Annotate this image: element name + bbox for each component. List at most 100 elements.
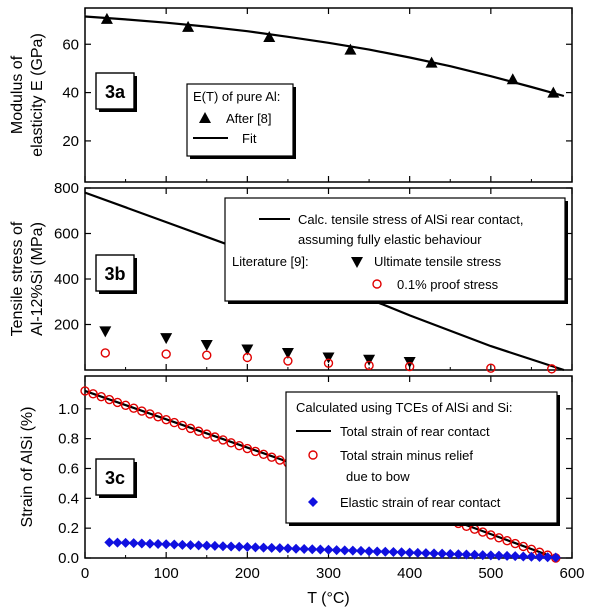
- data-point: [404, 361, 415, 372]
- data-point: [100, 348, 110, 358]
- panel-label: 3c: [105, 468, 125, 488]
- data-point: [242, 542, 253, 553]
- x-tick-label: 600: [559, 565, 584, 582]
- data-point: [161, 349, 171, 359]
- panel-label-box: [95, 72, 135, 110]
- x-tick-label: 0: [81, 565, 89, 582]
- data-point: [250, 446, 261, 457]
- data-point: [283, 356, 293, 366]
- data-point: [372, 546, 383, 557]
- data-point: [96, 391, 106, 402]
- data-point: [153, 412, 163, 422]
- data-point: [161, 415, 171, 425]
- data-point: [291, 543, 302, 554]
- data-point: [281, 347, 294, 359]
- data-point: [104, 394, 115, 405]
- data-point: [234, 541, 245, 552]
- x-axis-title: T (°C): [307, 590, 350, 607]
- legend-marker-circle: [308, 450, 318, 460]
- data-point: [128, 538, 139, 549]
- data-point: [217, 541, 228, 552]
- data-point: [182, 20, 195, 32]
- y-tick-label: 0.2: [58, 520, 79, 537]
- data-point: [274, 543, 285, 554]
- y-axis-title: Modulus of: [9, 55, 26, 134]
- data-point: [160, 333, 173, 345]
- data-point: [258, 542, 269, 553]
- panel-label-box: [95, 254, 135, 292]
- data-point: [518, 551, 529, 562]
- data-point: [322, 352, 335, 364]
- data-point: [185, 423, 196, 434]
- y-tick-label: 400: [54, 271, 79, 288]
- legend-label: Total strain minus relief: [340, 448, 473, 463]
- data-point: [547, 364, 557, 374]
- x-tick-label: 500: [478, 565, 503, 582]
- panel-3a: 20 40 60 Modulus of elasticity E (GPa) 3a E(T)…: [9, 7, 573, 183]
- data-point: [177, 420, 188, 431]
- legend-label: Literature [9]:: [232, 254, 309, 269]
- legend-marker-triangle-up: [199, 112, 211, 123]
- data-point: [99, 326, 112, 338]
- legend-label: Ultimate tensile stress: [374, 254, 502, 269]
- data-point: [210, 432, 220, 442]
- data-point: [364, 546, 375, 557]
- data-point: [323, 544, 334, 555]
- data-point: [404, 547, 415, 558]
- y-tick-label: 0.4: [58, 490, 79, 507]
- data-point: [112, 397, 123, 408]
- data-point: [185, 540, 196, 551]
- data-point: [307, 544, 318, 555]
- legend-marker-circle: [372, 279, 382, 289]
- data-point: [429, 548, 440, 559]
- data-point: [510, 551, 521, 562]
- legend-label: Calc. tensile stress of AlSi rear contac…: [298, 212, 523, 227]
- data-point: [485, 550, 496, 561]
- data-point: [453, 549, 464, 560]
- y-axis-title: Tensile stress of: [9, 221, 26, 336]
- legend-box: [224, 197, 566, 302]
- x-axis: 0 100 200 300 400 500 600 T (°C): [81, 565, 585, 607]
- data-point: [161, 539, 172, 550]
- data-point: [380, 546, 391, 557]
- data-point: [396, 547, 407, 558]
- panel-label: 3b: [104, 264, 125, 284]
- data-point: [275, 455, 285, 465]
- data-point: [437, 548, 448, 559]
- data-point: [550, 552, 561, 563]
- data-point: [486, 363, 496, 373]
- data-point: [388, 547, 399, 558]
- data-point: [461, 549, 472, 560]
- y-tick-label: 40: [62, 85, 79, 102]
- legend-marker-triangle-down: [351, 257, 363, 268]
- data-point: [510, 538, 520, 549]
- y-axis-title: Strain of AlSi (%): [19, 407, 36, 528]
- legend-label: After [8]: [226, 111, 272, 126]
- data-point: [104, 537, 115, 548]
- data-point: [412, 547, 423, 558]
- y-tick-label: 60: [62, 36, 79, 53]
- legend-label: Fit: [242, 131, 257, 146]
- data-point: [112, 537, 123, 548]
- data-point: [502, 550, 513, 561]
- data-point: [486, 530, 496, 540]
- legend-box: [285, 391, 558, 524]
- legend-label: 0.1% proof stress: [397, 277, 499, 292]
- panel-3b: 200 400 600 800 Tensile stress of Al-12%Si (M…: [9, 180, 573, 374]
- data-point: [339, 545, 350, 556]
- series-line: [84, 15, 565, 98]
- data-point: [88, 389, 98, 399]
- data-point: [137, 406, 147, 416]
- data-point: [364, 360, 374, 371]
- data-point: [494, 533, 504, 543]
- data-point: [169, 539, 180, 550]
- data-point: [282, 543, 293, 554]
- data-point: [226, 541, 237, 552]
- panel-3c: 0.0 0.2 0.4 0.6 0.8 1.0 Strain of AlSi (%) 3c Ca…: [19, 375, 573, 567]
- data-point: [331, 545, 342, 556]
- data-point: [80, 386, 90, 396]
- data-point: [363, 354, 376, 366]
- data-point: [258, 449, 269, 459]
- data-point: [202, 350, 212, 360]
- data-point: [153, 538, 164, 549]
